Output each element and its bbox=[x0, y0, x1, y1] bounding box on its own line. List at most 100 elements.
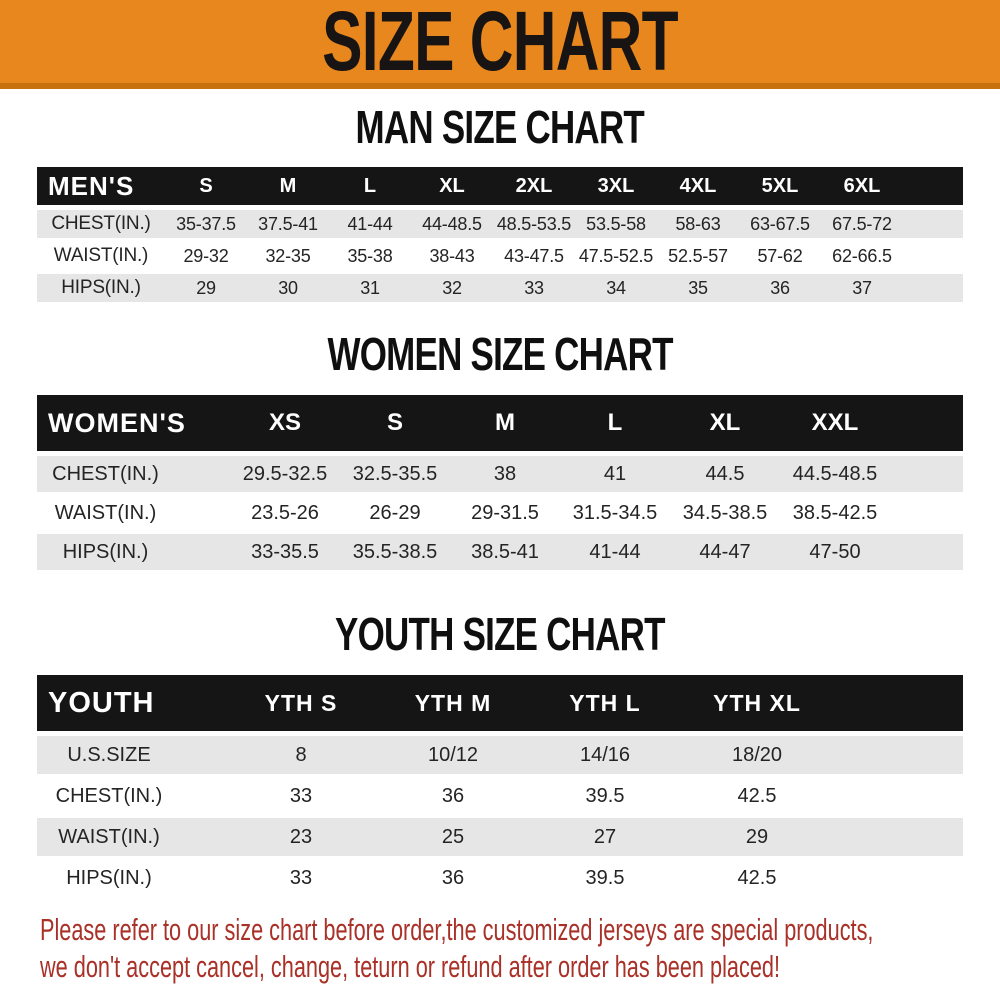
size-cell: 8 bbox=[295, 743, 307, 766]
size-cell: 33 bbox=[524, 277, 544, 298]
row-label: HIPS(IN.) bbox=[62, 540, 149, 563]
size-cell: 58-63 bbox=[675, 213, 721, 234]
size-cell: 38-43 bbox=[429, 245, 475, 266]
men-group-label: MEN'S bbox=[48, 170, 135, 201]
size-cell: 32-35 bbox=[265, 245, 311, 266]
row-label: WAIST(IN.) bbox=[53, 245, 149, 266]
youth-table-row: HIPS(IN.) 33 36 39.5 42.5 bbox=[37, 859, 963, 897]
men-column-header: XL bbox=[439, 174, 465, 197]
size-cell: 48.5-53.5 bbox=[496, 213, 572, 234]
size-cell: 53.5-58 bbox=[586, 213, 646, 234]
disclaimer-line-2-text: we don't accept cancel, change, teturn o… bbox=[40, 949, 781, 984]
size-cell: 29-32 bbox=[183, 245, 229, 266]
size-cell: 38 bbox=[493, 462, 517, 485]
size-cell: 23 bbox=[289, 825, 313, 848]
size-cell: 35-38 bbox=[347, 245, 393, 266]
size-cell: 35 bbox=[688, 277, 708, 298]
women-column-header: M bbox=[495, 409, 515, 436]
size-cell: 23.5-26 bbox=[251, 501, 319, 524]
size-cell: 29-31.5 bbox=[471, 501, 539, 524]
size-cell: 42.5 bbox=[737, 784, 777, 807]
size-cell: 25 bbox=[441, 825, 465, 848]
row-label: U.S.SIZE bbox=[67, 743, 151, 766]
women-table-row: HIPS(IN.) 33-35.5 35.5-38.5 38.5-41 41-44 44-… bbox=[37, 534, 963, 570]
size-cell: 29.5-32.5 bbox=[242, 462, 328, 485]
disclaimer-line-2: we don't accept cancel, change, teturn o… bbox=[40, 948, 1000, 985]
banner-title-text: SIZE CHART bbox=[322, 0, 678, 88]
disclaimer: Please refer to our size chart before or… bbox=[0, 911, 1000, 985]
men-table-row: WAIST(IN.) 29-32 32-35 35-38 38-43 43-47.5 47.… bbox=[37, 242, 963, 270]
men-column-header: 3XL bbox=[597, 174, 635, 197]
size-cell: 36 bbox=[770, 277, 790, 298]
men-column-header: S bbox=[199, 174, 213, 197]
women-table-row: CHEST(IN.) 29.5-32.5 32.5-35.5 38 41 44.5 44.5… bbox=[37, 456, 963, 492]
size-cell: 36 bbox=[441, 784, 465, 807]
size-cell: 33 bbox=[289, 784, 313, 807]
size-cell: 39.5 bbox=[585, 784, 625, 807]
size-cell: 29 bbox=[745, 825, 769, 848]
youth-column-header: YTH M bbox=[414, 689, 492, 716]
row-label: HIPS(IN.) bbox=[61, 277, 141, 298]
size-cell: 31 bbox=[360, 277, 380, 298]
women-size-table: WOMEN'S XS S M L XL XXL CHEST(IN.) 29.5-32.5 32.5… bbox=[37, 395, 963, 570]
men-column-header: L bbox=[363, 174, 377, 197]
row-label: WAIST(IN.) bbox=[54, 501, 157, 524]
men-chart-heading: MAN SIZE CHART bbox=[0, 101, 1000, 153]
size-cell: 32 bbox=[442, 277, 462, 298]
men-column-header: M bbox=[279, 174, 297, 197]
women-column-header: L bbox=[607, 409, 623, 436]
size-cell: 62-66.5 bbox=[832, 245, 892, 266]
women-chart-heading-text: WOMEN SIZE CHART bbox=[327, 328, 673, 380]
size-cell: 29 bbox=[196, 277, 216, 298]
disclaimer-line-1: Please refer to our size chart before or… bbox=[40, 911, 1000, 948]
size-cell: 52.5-57 bbox=[668, 245, 728, 266]
row-label: HIPS(IN.) bbox=[66, 866, 152, 889]
size-cell: 57-62 bbox=[757, 245, 803, 266]
row-label: CHEST(IN.) bbox=[55, 784, 163, 807]
size-cell: 44-47 bbox=[699, 540, 751, 563]
size-cell: 33 bbox=[289, 866, 313, 889]
size-cell: 44.5-48.5 bbox=[792, 462, 878, 485]
row-label: WAIST(IN.) bbox=[58, 825, 160, 848]
size-cell: 47.5-52.5 bbox=[578, 245, 654, 266]
men-chart-heading-text: MAN SIZE CHART bbox=[355, 101, 645, 153]
banner-title: SIZE CHART bbox=[253, 0, 747, 86]
women-group-label: WOMEN'S bbox=[48, 407, 186, 438]
youth-column-header: YTH XL bbox=[713, 689, 801, 716]
section-men-size-chart: MAN SIZE CHART MEN'S S M L XL 2XL 3XL 4XL 5XL 6XL… bbox=[0, 101, 1000, 302]
size-cell: 63-67.5 bbox=[750, 213, 810, 234]
youth-table-row: U.S.SIZE 8 10/12 14/16 18/20 bbox=[37, 736, 963, 774]
youth-column-header: YTH L bbox=[569, 689, 641, 716]
size-cell: 26-29 bbox=[369, 501, 421, 524]
section-youth-size-chart: YOUTH SIZE CHART YOUTH YTH S YTH M YTH L YTH… bbox=[0, 611, 1000, 897]
youth-table-header-row: YOUTH YTH S YTH M YTH L YTH XL bbox=[37, 675, 963, 731]
youth-size-table: YOUTH YTH S YTH M YTH L YTH XL U.S.SIZE 8 10/12… bbox=[37, 675, 963, 897]
size-cell: 14/16 bbox=[579, 743, 631, 766]
size-cell: 10/12 bbox=[427, 743, 479, 766]
youth-chart-heading: YOUTH SIZE CHART bbox=[0, 611, 1000, 657]
size-cell: 31.5-34.5 bbox=[572, 501, 658, 524]
size-cell: 41 bbox=[603, 462, 627, 485]
banner: SIZE CHART bbox=[0, 0, 1000, 89]
size-cell: 32.5-35.5 bbox=[352, 462, 438, 485]
size-cell: 42.5 bbox=[737, 866, 777, 889]
size-cell: 37 bbox=[852, 277, 872, 298]
section-women-size-chart: WOMEN SIZE CHART WOMEN'S XS S M L XL XXL CHEST(… bbox=[0, 328, 1000, 570]
women-column-header: S bbox=[386, 409, 403, 436]
size-cell: 38.5-41 bbox=[471, 540, 539, 563]
size-cell: 35-37.5 bbox=[176, 213, 236, 234]
size-cell: 35.5-38.5 bbox=[352, 540, 438, 563]
size-cell: 18/20 bbox=[731, 743, 783, 766]
youth-column-header: YTH S bbox=[264, 689, 338, 716]
disclaimer-line-1-text: Please refer to our size chart before or… bbox=[40, 912, 874, 947]
size-cell: 33-35.5 bbox=[251, 540, 319, 563]
men-table-header-row: MEN'S S M L XL 2XL 3XL 4XL 5XL 6XL bbox=[37, 167, 963, 205]
men-column-header: 4XL bbox=[679, 174, 717, 197]
row-label: CHEST(IN.) bbox=[52, 462, 159, 485]
women-table-header-row: WOMEN'S XS S M L XL XXL bbox=[37, 395, 963, 451]
size-cell: 37.5-41 bbox=[258, 213, 318, 234]
size-cell: 41-44 bbox=[347, 213, 393, 234]
size-cell: 44.5 bbox=[705, 462, 745, 485]
women-table-row: WAIST(IN.) 23.5-26 26-29 29-31.5 31.5-34.5 34… bbox=[37, 495, 963, 531]
